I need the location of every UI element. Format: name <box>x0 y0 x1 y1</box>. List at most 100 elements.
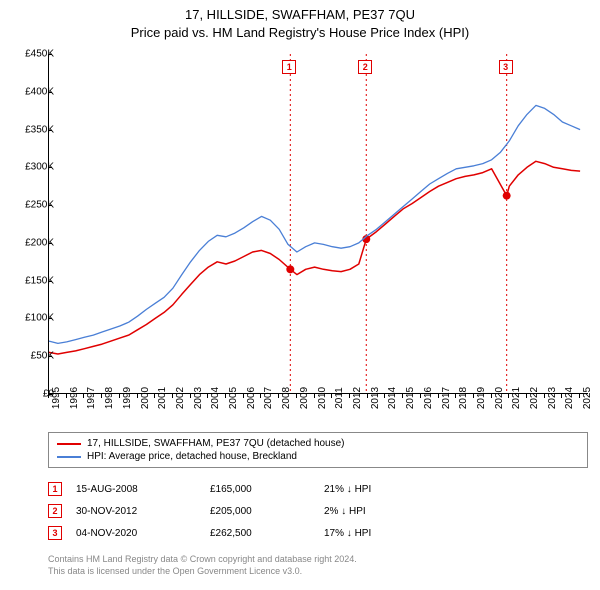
x-axis-label: 2018 <box>458 387 469 409</box>
sale-delta: 17% ↓ HPI <box>324 528 424 539</box>
x-tick <box>225 394 226 398</box>
x-axis-label: 2012 <box>352 387 363 409</box>
x-axis-label: 2015 <box>405 387 416 409</box>
x-tick <box>172 394 173 398</box>
sale-date: 04-NOV-2020 <box>76 528 196 539</box>
x-tick <box>544 394 545 398</box>
x-tick <box>402 394 403 398</box>
title-line-2: Price paid vs. HM Land Registry's House … <box>0 24 600 42</box>
x-axis-label: 2003 <box>193 387 204 409</box>
x-tick <box>526 394 527 398</box>
y-tick <box>48 130 52 131</box>
x-tick <box>48 394 49 398</box>
x-tick <box>101 394 102 398</box>
x-tick <box>438 394 439 398</box>
x-axis-label: 2001 <box>157 387 168 409</box>
x-tick <box>296 394 297 398</box>
x-tick <box>154 394 155 398</box>
x-axis-label: 1999 <box>122 387 133 409</box>
sale-marker-1: 1 <box>48 482 62 496</box>
x-axis-label: 2017 <box>441 387 452 409</box>
x-axis-label: 2025 <box>582 387 593 409</box>
x-axis-label: 2009 <box>299 387 310 409</box>
x-axis-label: 2021 <box>511 387 522 409</box>
x-axis-label: 1997 <box>86 387 97 409</box>
legend-swatch-hpi <box>57 456 81 458</box>
sale-date: 15-AUG-2008 <box>76 484 196 495</box>
x-tick <box>331 394 332 398</box>
y-tick <box>48 92 52 93</box>
y-tick <box>48 54 52 55</box>
x-axis-label: 2000 <box>140 387 151 409</box>
sale-marker-2: 2 <box>48 504 62 518</box>
sale-date: 30-NOV-2012 <box>76 506 196 517</box>
legend-swatch-property <box>57 443 81 445</box>
chart-title: 17, HILLSIDE, SWAFFHAM, PE37 7QU Price p… <box>0 0 600 42</box>
footer-line-2: This data is licensed under the Open Gov… <box>48 566 588 578</box>
x-tick <box>508 394 509 398</box>
sales-table: 1 15-AUG-2008 £165,000 21% ↓ HPI 2 30-NO… <box>48 478 588 544</box>
x-tick <box>367 394 368 398</box>
x-axis-label: 2005 <box>228 387 239 409</box>
x-tick <box>561 394 562 398</box>
x-tick <box>260 394 261 398</box>
x-tick <box>420 394 421 398</box>
x-tick <box>579 394 580 398</box>
legend-item-hpi: HPI: Average price, detached house, Brec… <box>57 450 579 463</box>
x-axis-label: 2004 <box>210 387 221 409</box>
x-axis-label: 2010 <box>317 387 328 409</box>
sale-price: £262,500 <box>210 528 310 539</box>
plot-svg <box>49 54 589 394</box>
x-tick <box>190 394 191 398</box>
x-axis-label: 2002 <box>175 387 186 409</box>
x-axis-label: 1996 <box>69 387 80 409</box>
y-tick <box>48 318 52 319</box>
x-tick <box>83 394 84 398</box>
footer-attribution: Contains HM Land Registry data © Crown c… <box>48 554 588 577</box>
x-tick <box>491 394 492 398</box>
x-axis-label: 1998 <box>104 387 115 409</box>
sale-marker-3: 3 <box>48 526 62 540</box>
plot-area <box>48 54 588 394</box>
sale-marker-flag: 3 <box>499 60 513 74</box>
y-tick <box>48 356 52 357</box>
x-axis-label: 2013 <box>370 387 381 409</box>
x-tick <box>207 394 208 398</box>
table-row: 1 15-AUG-2008 £165,000 21% ↓ HPI <box>48 478 588 500</box>
table-row: 2 30-NOV-2012 £205,000 2% ↓ HPI <box>48 500 588 522</box>
x-axis-label: 2024 <box>564 387 575 409</box>
y-tick <box>48 205 52 206</box>
x-tick <box>137 394 138 398</box>
sale-marker-flag: 1 <box>282 60 296 74</box>
footer-line-1: Contains HM Land Registry data © Crown c… <box>48 554 588 566</box>
x-tick <box>384 394 385 398</box>
x-axis-label: 2011 <box>334 387 345 409</box>
x-tick <box>455 394 456 398</box>
legend: 17, HILLSIDE, SWAFFHAM, PE37 7QU (detach… <box>48 432 588 468</box>
x-tick <box>119 394 120 398</box>
x-tick <box>314 394 315 398</box>
x-axis-label: 1995 <box>51 387 62 409</box>
x-tick <box>278 394 279 398</box>
x-tick <box>243 394 244 398</box>
y-tick <box>48 167 52 168</box>
sale-marker-flag: 2 <box>358 60 372 74</box>
x-tick <box>66 394 67 398</box>
x-axis-label: 2014 <box>387 387 398 409</box>
x-axis-label: 2022 <box>529 387 540 409</box>
legend-item-property: 17, HILLSIDE, SWAFFHAM, PE37 7QU (detach… <box>57 437 579 450</box>
x-axis-label: 2016 <box>423 387 434 409</box>
x-axis-label: 2008 <box>281 387 292 409</box>
sale-price: £205,000 <box>210 506 310 517</box>
x-axis-label: 2020 <box>494 387 505 409</box>
sale-delta: 21% ↓ HPI <box>324 484 424 495</box>
legend-label-property: 17, HILLSIDE, SWAFFHAM, PE37 7QU (detach… <box>87 438 345 449</box>
x-axis-label: 2019 <box>476 387 487 409</box>
x-axis-label: 2023 <box>547 387 558 409</box>
sale-delta: 2% ↓ HPI <box>324 506 424 517</box>
x-axis-label: 2007 <box>263 387 274 409</box>
y-tick <box>48 243 52 244</box>
table-row: 3 04-NOV-2020 £262,500 17% ↓ HPI <box>48 522 588 544</box>
title-line-1: 17, HILLSIDE, SWAFFHAM, PE37 7QU <box>0 6 600 24</box>
x-axis-label: 2006 <box>246 387 257 409</box>
